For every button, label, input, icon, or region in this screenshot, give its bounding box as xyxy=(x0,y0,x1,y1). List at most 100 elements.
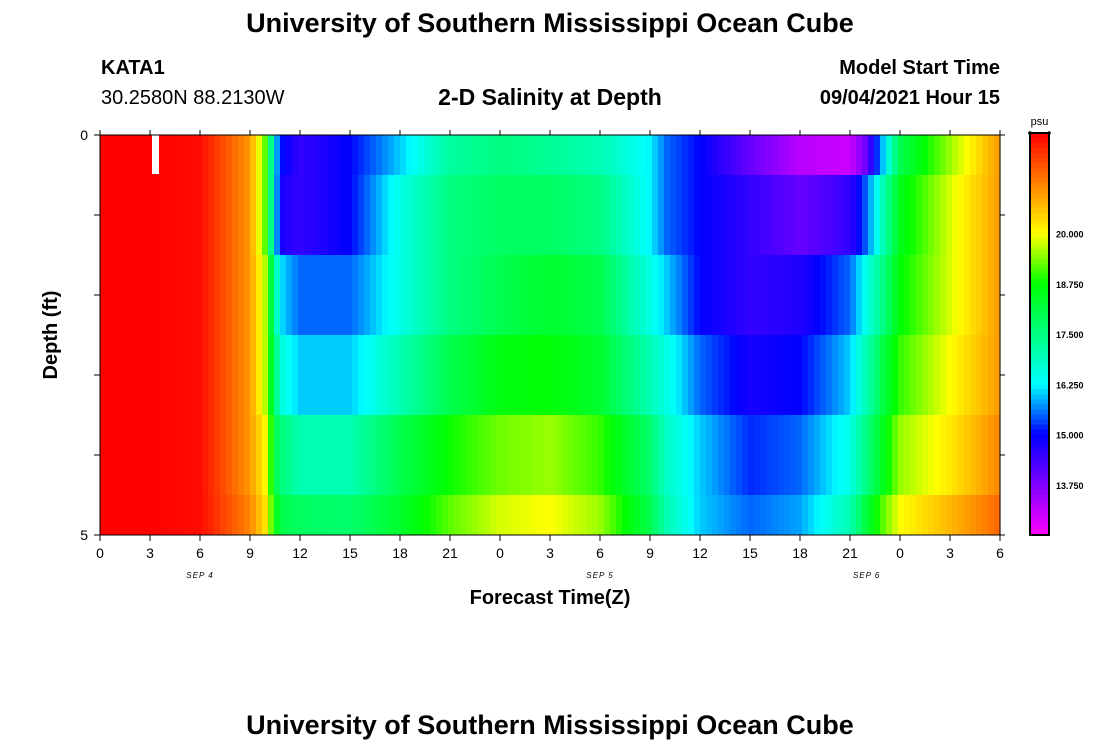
heatmap-cell xyxy=(844,255,851,336)
colorbar-segment xyxy=(1030,479,1049,486)
heatmap-cell xyxy=(568,415,575,496)
heatmap-cell xyxy=(262,175,269,256)
heatmap-cell xyxy=(538,495,545,536)
heatmap-cell xyxy=(946,255,953,336)
heatmap-cell xyxy=(634,415,641,496)
heatmap-cell xyxy=(976,175,983,256)
heatmap-cell xyxy=(628,135,635,176)
heatmap-cell xyxy=(964,335,971,416)
heatmap-cell xyxy=(544,415,551,496)
heatmap-cell xyxy=(394,495,401,536)
y-tick-label: 5 xyxy=(80,527,88,543)
heatmap-cell xyxy=(454,415,461,496)
heatmap-cell xyxy=(112,495,119,536)
heatmap-cell xyxy=(286,135,293,176)
heatmap-cell xyxy=(940,495,947,536)
colorbar-segment xyxy=(1030,374,1049,380)
heatmap-cell xyxy=(886,495,893,536)
heatmap-cell xyxy=(856,415,863,496)
heatmap-cell xyxy=(904,335,911,416)
heatmap-cell xyxy=(688,415,695,496)
heatmap-cell xyxy=(814,255,821,336)
x-tick-label: 21 xyxy=(842,545,858,561)
heatmap-cell xyxy=(940,415,947,496)
heatmap-cell xyxy=(556,495,563,536)
heatmap-cell xyxy=(736,255,743,336)
heatmap-cell xyxy=(100,255,107,336)
heatmap-cell xyxy=(196,255,203,336)
heatmap-cell xyxy=(154,175,161,256)
heatmap-cell xyxy=(292,495,299,536)
heatmap-cell xyxy=(532,135,539,176)
station-location: 30.2580N 88.2130W xyxy=(101,87,285,109)
heatmap-cell xyxy=(178,495,185,536)
heatmap-cell xyxy=(250,135,257,176)
heatmap-cell xyxy=(160,335,167,416)
heatmap-cell xyxy=(736,335,743,416)
heatmap-cell xyxy=(586,255,593,336)
heatmap-cell xyxy=(682,495,689,536)
colorbar-segment xyxy=(1030,168,1049,174)
heatmap-cell xyxy=(244,495,251,536)
colorbar-segment xyxy=(1030,469,1049,476)
heatmap-cell xyxy=(754,335,761,416)
heatmap-cell xyxy=(628,255,635,336)
heatmap-cell xyxy=(142,175,149,256)
heatmap-cell xyxy=(538,255,545,336)
heatmap-cell xyxy=(472,135,479,176)
heatmap-cell xyxy=(100,335,107,416)
heatmap-cell xyxy=(556,415,563,496)
heatmap-cell xyxy=(634,335,641,416)
heatmap-cell xyxy=(754,415,761,496)
heatmap-cell xyxy=(136,135,143,176)
heatmap-cell xyxy=(118,415,125,496)
heatmap-cell xyxy=(838,255,845,336)
heatmap-cell xyxy=(916,255,923,336)
heatmap-cell xyxy=(448,255,455,336)
heatmap-cell xyxy=(208,135,215,176)
heatmap-cell xyxy=(124,335,131,416)
heatmap-cell xyxy=(502,255,509,336)
heatmap-cell xyxy=(376,335,383,416)
colorbar-segment xyxy=(1030,148,1049,154)
heatmap-cell xyxy=(406,415,413,496)
heatmap-cell xyxy=(178,135,185,176)
heatmap-cell xyxy=(898,175,905,256)
heatmap-cell xyxy=(460,415,467,496)
heatmap-cell xyxy=(952,415,959,496)
heatmap-cell xyxy=(748,335,755,416)
heatmap-cell xyxy=(490,495,497,536)
heatmap-cell xyxy=(304,175,311,256)
heatmap-cell xyxy=(928,495,935,536)
heatmap-cell xyxy=(118,135,125,176)
heatmap-cell xyxy=(802,135,809,176)
heatmap-cell xyxy=(724,335,731,416)
x-tick-label: 6 xyxy=(996,545,1004,561)
heatmap-cell xyxy=(772,255,779,336)
heatmap-cell xyxy=(622,495,629,536)
heatmap-cell xyxy=(736,175,743,256)
heatmap-cell xyxy=(568,135,575,176)
heatmap-cell xyxy=(658,255,665,336)
heatmap-cell xyxy=(658,135,665,176)
heatmap-cell xyxy=(856,135,863,176)
colorbar-segment xyxy=(1030,519,1049,526)
heatmap-cell xyxy=(958,415,965,496)
heatmap-cell xyxy=(580,175,587,256)
heatmap-cell xyxy=(118,255,125,336)
heatmap-cell xyxy=(430,255,437,336)
heatmap-cell xyxy=(874,415,881,496)
heatmap-cell xyxy=(958,495,965,536)
heatmap-cell xyxy=(220,255,227,336)
colorbar-segment xyxy=(1030,444,1049,451)
colorbar-segment xyxy=(1030,494,1049,501)
heatmap-cell xyxy=(670,495,677,536)
heatmap-cell xyxy=(628,175,635,256)
heatmap-cell xyxy=(898,335,905,416)
heatmap-cell xyxy=(706,175,713,256)
heatmap-cell xyxy=(436,175,443,256)
heatmap-cell xyxy=(598,415,605,496)
heatmap-cell xyxy=(550,415,557,496)
heatmap-cell xyxy=(328,175,335,256)
heatmap-cell xyxy=(214,495,221,536)
